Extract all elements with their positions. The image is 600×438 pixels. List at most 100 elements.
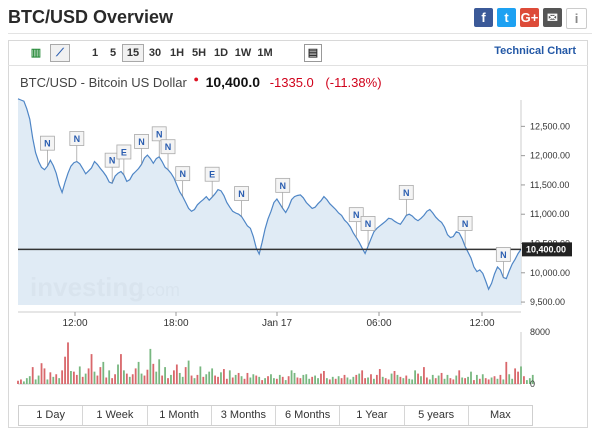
volume-bar [187, 360, 190, 384]
volume-bar [20, 379, 22, 384]
price-tick-label: 11,000.00 [530, 209, 569, 219]
volume-bar [75, 374, 78, 384]
volume-bar [481, 374, 484, 384]
line-chart-icon[interactable]: ⟋ [50, 44, 70, 62]
volume-bar [284, 380, 287, 384]
news-marker [151, 126, 167, 142]
twitter-icon[interactable]: t [497, 8, 516, 27]
news-marker-label: N [238, 189, 245, 199]
volume-bar [325, 378, 328, 384]
volume-bar [181, 376, 184, 384]
screenshot-icon[interactable]: ▤ [304, 44, 322, 62]
range-1-month[interactable]: 1 Month [148, 406, 212, 425]
news-marker [134, 134, 149, 149]
page-title: BTC/USD Overview [8, 7, 174, 27]
news-marker-label: N [165, 142, 172, 152]
volume-bar [443, 378, 446, 384]
x-tick-label: 18:00 [163, 318, 188, 329]
volume-bar [46, 379, 49, 384]
price-chart[interactable]: investing.com12,500.0012,000.0011,500.00… [0, 0, 600, 400]
volume-bar [381, 376, 384, 384]
volume-bar [281, 376, 284, 384]
volume-bar [275, 378, 278, 384]
volume-bar [452, 379, 455, 384]
interval-15[interactable]: 15 [122, 44, 144, 62]
volume-bar [352, 376, 355, 384]
volume-bar [146, 369, 149, 384]
x-tick-label: Jan 17 [262, 318, 292, 329]
volume-bar [373, 378, 375, 384]
range-1-year[interactable]: 1 Year [340, 406, 405, 425]
volume-bar [467, 376, 469, 384]
candlestick-icon[interactable]: ▥ [30, 47, 42, 59]
volume-bar [105, 377, 108, 384]
volume-bar [93, 371, 96, 384]
range-1-week[interactable]: 1 Week [83, 406, 148, 425]
interval-30[interactable]: 30 [148, 47, 162, 59]
volume-bar [408, 378, 411, 384]
volume-bar [202, 376, 205, 384]
range-5-years[interactable]: 5 years [405, 406, 469, 425]
volume-bar [143, 375, 146, 384]
volume-bar [473, 380, 475, 384]
news-marker [116, 144, 132, 160]
volume-bar [502, 379, 505, 384]
volume-bar [293, 372, 296, 384]
volume-bar [158, 359, 161, 384]
volume-bar [223, 369, 225, 384]
interval-1w[interactable]: 1W [234, 47, 252, 59]
volume-bar [531, 374, 534, 384]
interval-1m[interactable]: 1M [257, 47, 273, 59]
volume-bar [25, 378, 28, 384]
news-marker-label: N [279, 181, 286, 191]
volume-bar [161, 375, 164, 384]
info-icon[interactable]: i [566, 8, 587, 29]
volume-bar [208, 371, 211, 384]
header-divider [8, 33, 592, 34]
interval-1[interactable]: 1 [91, 47, 99, 59]
volume-bar [340, 378, 343, 384]
news-marker [360, 216, 376, 231]
volume-bar [134, 368, 137, 384]
interval-5h[interactable]: 5H [191, 47, 207, 59]
volume-bar [190, 375, 193, 384]
interval-5[interactable]: 5 [109, 47, 117, 59]
volume-bar [520, 366, 522, 384]
volume-bar [52, 376, 55, 384]
technical-chart-link[interactable]: Technical Chart [494, 45, 576, 57]
range-3-months[interactable]: 3 Months [212, 406, 276, 425]
volume-bar [111, 378, 114, 384]
range-1-day[interactable]: 1 Day [19, 406, 84, 425]
range-6-months[interactable]: 6 Months [276, 406, 341, 425]
price-line [17, 98, 522, 291]
volume-bar [173, 370, 175, 384]
volume-bar [434, 378, 437, 384]
volume-bar [28, 376, 31, 384]
volume-bar [49, 372, 52, 384]
interval-1d[interactable]: 1D [213, 47, 229, 59]
google-plus-icon[interactable]: G+ [520, 8, 539, 27]
facebook-icon[interactable]: f [474, 8, 493, 27]
email-icon[interactable]: ✉ [543, 8, 562, 27]
volume-bar [396, 374, 399, 384]
volume-bar [511, 378, 514, 384]
price-area [18, 98, 521, 305]
news-marker-label: E [121, 147, 127, 157]
volume-bar [225, 378, 228, 384]
volume-bar [411, 379, 414, 384]
volume-bar [528, 378, 531, 384]
volume-bar [196, 374, 199, 384]
volume-bar [390, 373, 393, 384]
interval-1h[interactable]: 1H [169, 47, 185, 59]
volume-bar [155, 371, 158, 384]
volume-bar [523, 376, 525, 384]
volume-bar [317, 378, 319, 384]
volume-bar [220, 372, 222, 384]
volume-bar [237, 372, 240, 384]
volume-bar [152, 363, 155, 384]
volume-bar [78, 366, 81, 384]
range-max[interactable]: Max [489, 409, 511, 421]
volume-bar [305, 374, 308, 384]
volume-bar [487, 379, 490, 384]
volume-bar [120, 354, 122, 384]
